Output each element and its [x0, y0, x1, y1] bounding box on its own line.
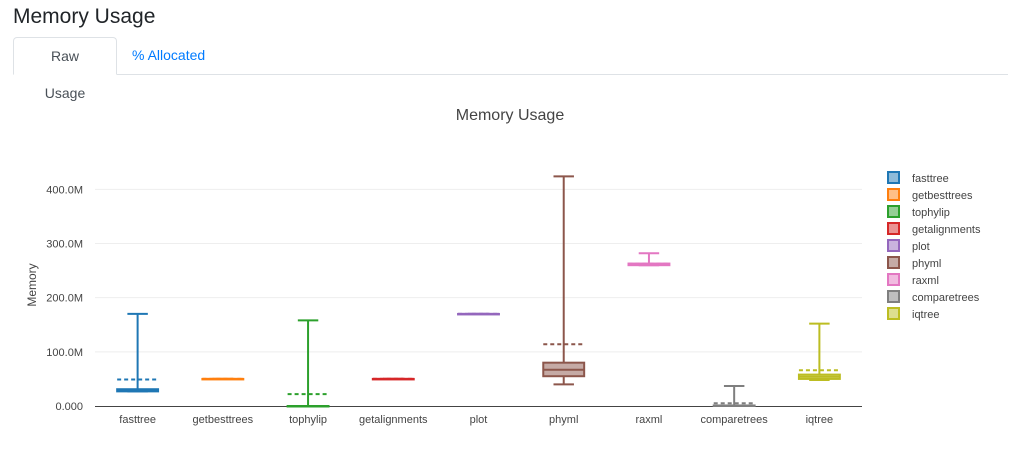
- y-tick-label: 400.0M: [46, 184, 83, 196]
- box-plot: [457, 312, 500, 316]
- x-tick-label: getbesttrees: [193, 414, 254, 426]
- tab-bar: Raw Usage % Allocated: [13, 37, 1008, 101]
- x-tick-label: raxml: [635, 414, 662, 426]
- legend-item-comparetrees: comparetrees: [887, 290, 980, 304]
- legend: fasttree getbesttrees tophylip getalignment…: [887, 171, 981, 321]
- legend-swatch: [887, 273, 900, 286]
- legend-label: tophylip: [912, 207, 950, 219]
- legend-label: getalignments: [912, 224, 981, 236]
- gridlines: [95, 188, 862, 407]
- legend-label: getbesttrees: [912, 190, 973, 202]
- legend-label: plot: [912, 241, 930, 253]
- box-phyml: [542, 175, 586, 386]
- box-raxml: [627, 252, 671, 267]
- legend-swatch: [887, 205, 900, 218]
- legend-swatch: [887, 239, 900, 252]
- legend-item-fasttree: fasttree: [887, 171, 949, 185]
- y-axis-title: Memory: [25, 263, 39, 306]
- x-tick-label: fasttree: [119, 414, 156, 426]
- plot-area: [116, 175, 841, 408]
- x-tick-label: getalignments: [359, 414, 428, 426]
- legend-label: raxml: [912, 275, 939, 287]
- x-tick-label: comparetrees: [701, 414, 769, 426]
- box-fasttree: [116, 312, 160, 393]
- legend-swatch: [887, 256, 900, 269]
- legend-item-raxml: raxml: [887, 273, 939, 287]
- y-tick-label: 200.0M: [46, 293, 83, 305]
- legend-swatch: [887, 188, 900, 201]
- x-tick-label: plot: [470, 414, 488, 426]
- y-tick-label: 0.000: [55, 401, 83, 413]
- legend-swatch: [887, 222, 900, 235]
- x-tick-label: tophylip: [289, 414, 327, 426]
- memory-usage-chart: Memory Usage 0.000 100.0M 200.0M 300.0M 400.…: [25, 107, 981, 426]
- legend-label: iqtree: [912, 309, 940, 321]
- y-tick-label: 100.0M: [46, 347, 83, 359]
- page-title: Memory Usage: [13, 5, 156, 28]
- y-axis: 0.000 100.0M 200.0M 300.0M 400.0M: [46, 184, 83, 413]
- x-tick-label: phyml: [549, 414, 578, 426]
- tab-raw-usage[interactable]: Raw Usage: [13, 37, 117, 101]
- legend-swatch: [887, 290, 900, 303]
- tab-percent-allocated[interactable]: % Allocated: [132, 47, 206, 63]
- chart-title: Memory Usage: [456, 107, 565, 124]
- legend-label: comparetrees: [912, 292, 980, 304]
- box-iqtree: [797, 322, 841, 382]
- box-comparetrees: [712, 384, 756, 408]
- x-tick-label: iqtree: [806, 414, 834, 426]
- legend-item-plot: plot: [887, 239, 930, 253]
- legend-swatch: [887, 307, 900, 320]
- legend-label: phyml: [912, 258, 941, 270]
- legend-swatch: [887, 171, 900, 184]
- legend-item-getbesttrees: getbesttrees: [887, 188, 973, 202]
- legend-label: fasttree: [912, 173, 949, 185]
- box-getalignments: [371, 377, 415, 381]
- y-tick-label: 300.0M: [46, 239, 83, 251]
- box-getbesttrees: [201, 377, 245, 381]
- box-tophylip: [286, 319, 330, 408]
- legend-item-tophylip: tophylip: [887, 205, 950, 219]
- legend-item-iqtree: iqtree: [887, 307, 940, 321]
- legend-item-phyml: phyml: [887, 256, 941, 270]
- x-axis: fasttree getbesttrees tophylip getalignment…: [119, 414, 833, 426]
- legend-item-getalignments: getalignments: [887, 222, 981, 236]
